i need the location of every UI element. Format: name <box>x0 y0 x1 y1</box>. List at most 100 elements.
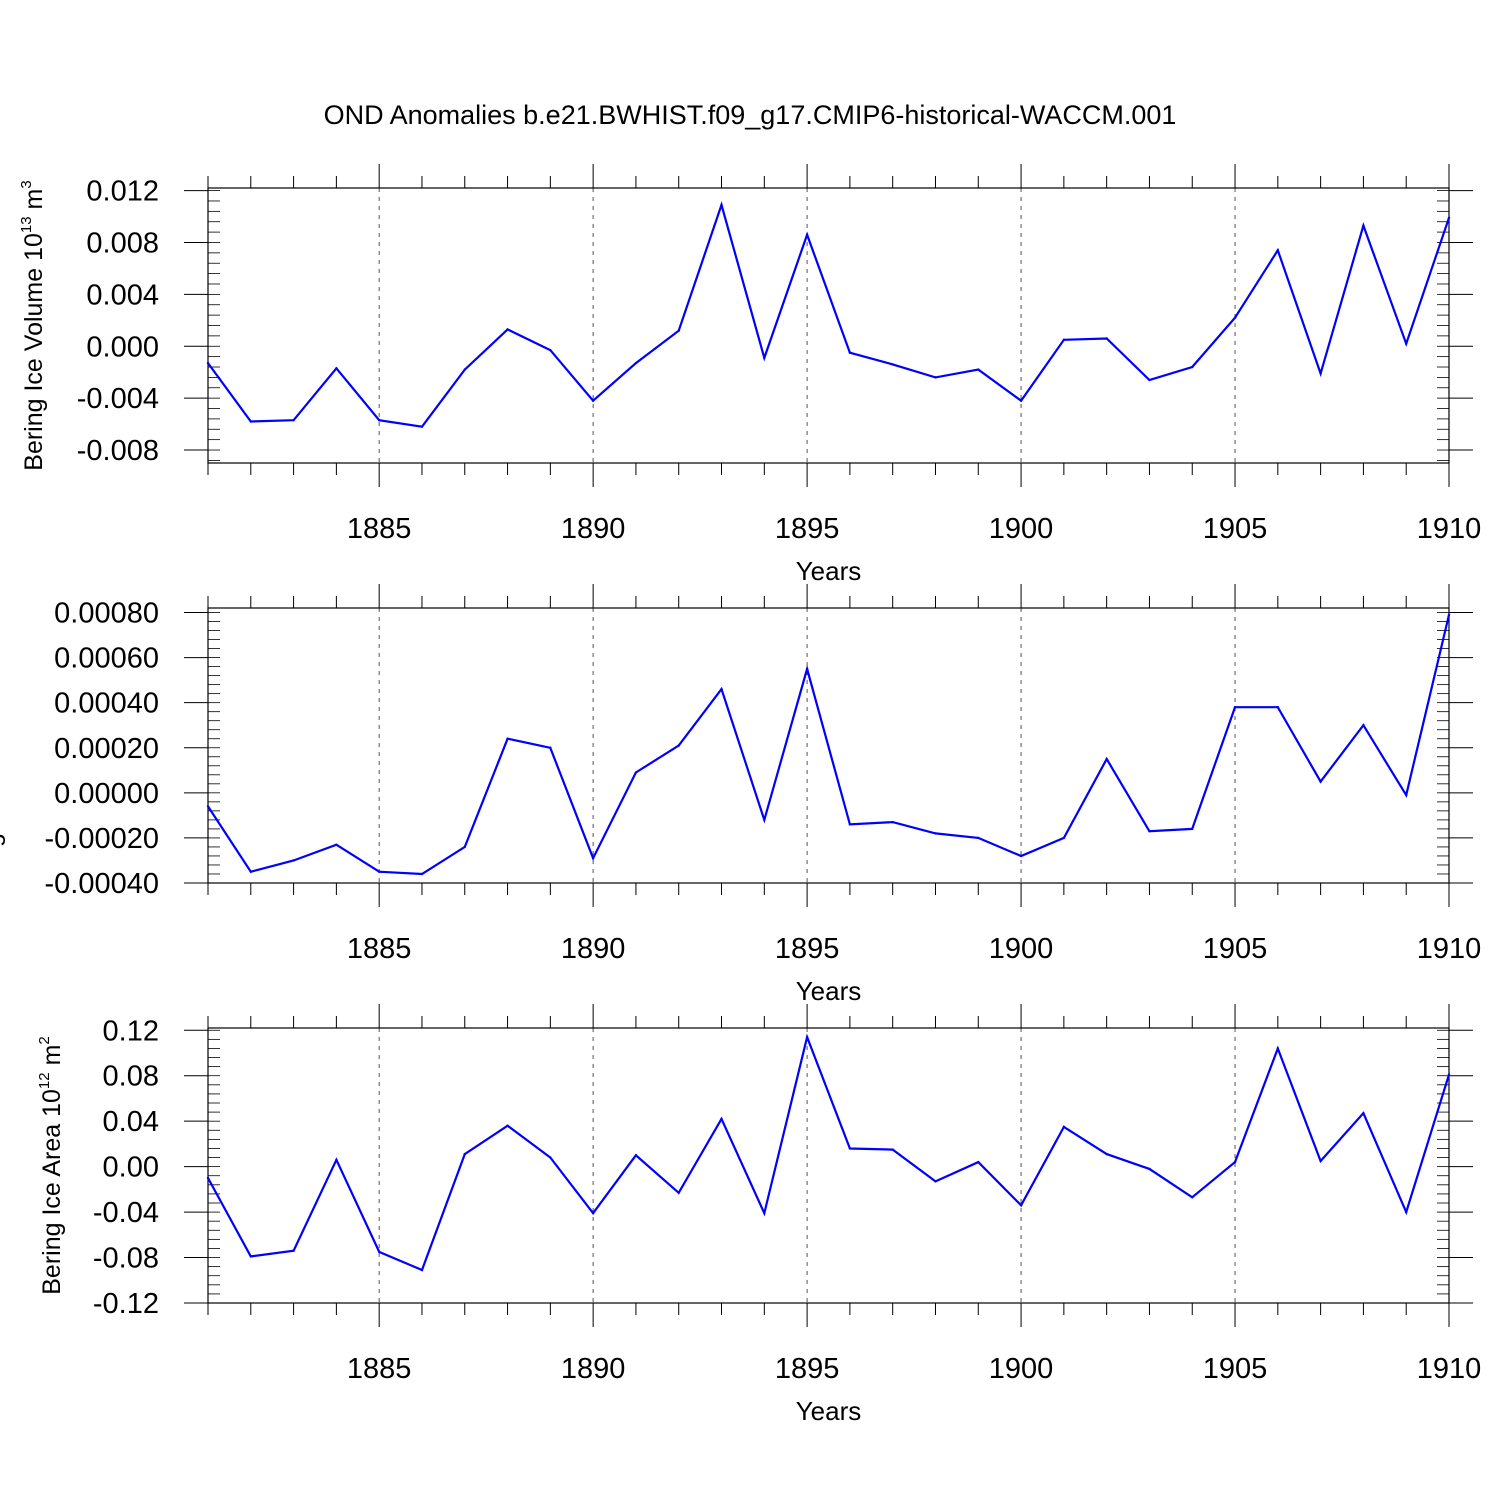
chart-1-series-0-point-10 <box>634 771 638 774</box>
chart-1-ytick-label-0: 0.00080 <box>54 598 159 630</box>
chart-0-xtick-label-4: 1905 <box>1203 513 1268 545</box>
chart-2-series-0-point-11 <box>677 1191 680 1194</box>
chart-2-ytick-label-3: 0.00 <box>103 1152 159 1184</box>
chart-0-series-0-point-17 <box>934 376 937 379</box>
chart-2-series-0-point-7 <box>506 1124 509 1127</box>
chart-2-series-0-point-5 <box>420 1268 424 1272</box>
chart-2-xtick-label-5: 1910 <box>1417 1353 1482 1385</box>
chart-1-series-0-point-15 <box>848 823 852 826</box>
chart-2-series-0-point-2 <box>292 1249 295 1252</box>
chart-1-series-0-point-2 <box>292 859 295 862</box>
chart-2-series-0-point-13 <box>763 1212 766 1215</box>
chart-2-series-0-point-18 <box>977 1160 980 1164</box>
chart-2-xlabel: Years <box>796 1396 862 1426</box>
chart-2-ytick-label-2: 0.04 <box>103 1106 159 1138</box>
chart-2-series-0-point-21 <box>1105 1152 1108 1156</box>
chart-1-series-0-point-0 <box>206 805 210 808</box>
chart-2-series-0-point-24 <box>1233 1160 1237 1164</box>
chart-0-ytick-label-1: 0.008 <box>86 227 159 259</box>
chart-0-series-0-point-12 <box>720 203 723 207</box>
chart-2-series-0-point-25 <box>1276 1047 1280 1050</box>
chart-2-series-0-point-14 <box>805 1035 809 1039</box>
chart-0-series-0-point-24 <box>1233 316 1237 319</box>
chart-1-series-0-point-11 <box>677 744 680 747</box>
chart-0-series-0-point-16 <box>891 363 894 366</box>
chart-2-frame <box>207 1027 1450 1304</box>
chart-0-series-0-point-9 <box>591 399 595 402</box>
chart-0-series-0-point-21 <box>1105 337 1108 340</box>
chart-0-series-0-point-26 <box>1319 372 1322 375</box>
chart-1-series-0-point-27 <box>1362 724 1365 727</box>
chart-1-xtick-label-0: 1885 <box>347 933 412 965</box>
chart-1-xtick-label-5: 1910 <box>1417 933 1482 965</box>
figure-title: OND Anomalies b.e21.BWHIST.f09_g17.CMIP6… <box>324 100 1177 130</box>
chart-2-series-0-point-22 <box>1148 1167 1151 1171</box>
panel-ice-area: 1885 1890 1895 1900 1905 1910 Years 0.12 0.08 0.0… <box>36 1004 1481 1426</box>
chart-1-series-0-point-28 <box>1405 793 1408 797</box>
chart-2-ytick-label-4: -0.04 <box>93 1197 159 1229</box>
chart-0-ytick-label-2: 0.004 <box>86 279 159 311</box>
chart-0-series-0-point-20 <box>1062 338 1066 341</box>
chart-2-series-0-point-27 <box>1362 1112 1365 1115</box>
chart-0-series-0-point-23 <box>1191 365 1194 369</box>
chart-0-xtick-label-5: 1910 <box>1417 513 1482 545</box>
chart-2-series-0-point-9 <box>591 1212 595 1215</box>
chart-1-ylabel: Bering Snow Volume 1013 m3 <box>0 586 6 906</box>
chart-0-series-0-point-18 <box>977 368 980 371</box>
chart-1-series-0-point-4 <box>377 870 381 873</box>
chart-1-xtick-label-1: 1890 <box>561 933 626 965</box>
chart-0-series-0-point-0 <box>206 361 210 365</box>
chart-2-series-0-point-16 <box>891 1148 894 1151</box>
chart-0-series-0-point-13 <box>763 356 766 360</box>
chart-1-series-0-point-24 <box>1233 705 1237 709</box>
chart-1-ytick-label-5: -0.00020 <box>45 823 160 855</box>
chart-1-series-0-point-26 <box>1319 780 1322 783</box>
chart-1-ytick-label-2: 0.00040 <box>54 688 159 720</box>
chart-2-series-0-point-12 <box>720 1117 723 1121</box>
chart-2-xtick-label-3: 1900 <box>989 1353 1054 1385</box>
chart-2-series-0-point-10 <box>634 1154 638 1157</box>
chart-1-xlabel: Years <box>796 976 862 1006</box>
chart-1-xtick-label-2: 1895 <box>775 933 840 965</box>
chart-0-ylabel: Bering Ice Volume 1013 m3 <box>18 180 48 470</box>
chart-2-series-0-point-23 <box>1191 1196 1194 1199</box>
chart-0-series-0-point-5 <box>420 425 424 428</box>
chart-1-series-0-point-29 <box>1447 613 1451 616</box>
chart-1-series-0-point-7 <box>506 737 509 740</box>
chart-1-series-0-point-25 <box>1276 705 1280 709</box>
chart-2-xtick-label-1: 1890 <box>561 1353 626 1385</box>
chart-2-series-0-point-29 <box>1447 1073 1451 1076</box>
chart-1-series-0-point-20 <box>1062 836 1066 840</box>
chart-2-series-0-point-26 <box>1319 1159 1322 1163</box>
panel-snow-volume: 1885 1890 1895 1900 1905 1910 Years 0.00080 0.00… <box>0 584 1481 1006</box>
chart-2-series-0-point-20 <box>1062 1125 1066 1129</box>
chart-0-series-0-point-25 <box>1276 249 1280 252</box>
chart-0-series-0-point-22 <box>1148 378 1151 382</box>
chart-0-series-0-point-7 <box>506 328 509 331</box>
chart-1-series-0-point-18 <box>977 836 980 840</box>
chart-0-series-0-point-27 <box>1362 224 1365 227</box>
chart-1-series-0-point-22 <box>1148 829 1151 833</box>
chart-0-xtick-label-2: 1895 <box>775 513 840 545</box>
chart-1-series-0-point-5 <box>420 872 424 876</box>
chart-2-xtick-label-2: 1895 <box>775 1353 840 1385</box>
chart-0-ytick-label-0: 0.012 <box>86 176 159 208</box>
chart-1-series-0-point-21 <box>1105 757 1108 761</box>
chart-1-ytick-label-4: 0.00000 <box>54 778 159 810</box>
chart-1-ytick-label-6: -0.00040 <box>45 868 160 900</box>
chart-0-series-0-point-6 <box>463 368 466 371</box>
chart-0-ytick-label-3: 0.000 <box>86 331 159 363</box>
chart-2-series-0-point-8 <box>549 1156 552 1159</box>
chart-0-series-0-point-4 <box>377 418 381 422</box>
chart-2-series-0-line <box>207 1033 1451 1272</box>
chart-2-series-0-point-19 <box>1019 1204 1023 1207</box>
chart-2-series-0-point-15 <box>848 1147 852 1150</box>
chart-1-series-0-point-12 <box>720 687 723 691</box>
chart-2-series-0-point-4 <box>377 1250 381 1254</box>
chart-2-series-0-point-28 <box>1405 1210 1408 1214</box>
chart-0-ytick-label-4: -0.004 <box>77 383 159 415</box>
chart-1-series-0-point-14 <box>805 667 809 671</box>
chart-2-ytick-label-0: 0.12 <box>103 1015 159 1047</box>
chart-1-series-0-point-1 <box>249 870 252 873</box>
